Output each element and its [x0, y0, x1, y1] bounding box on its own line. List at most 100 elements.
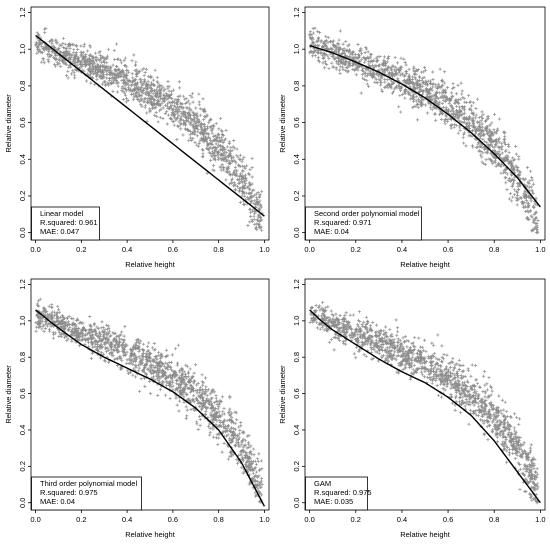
data-point	[215, 403, 219, 407]
data-point	[103, 328, 107, 332]
data-point	[258, 199, 262, 203]
data-point	[234, 161, 238, 165]
data-point	[157, 83, 161, 87]
data-point	[114, 42, 119, 46]
y-tick-label: 1.0	[18, 316, 27, 326]
data-point	[229, 149, 233, 153]
data-point	[223, 137, 228, 141]
x-tick-label: 0.4	[122, 245, 132, 254]
data-point	[205, 394, 209, 398]
data-point	[238, 153, 243, 157]
x-tick-label: 1.0	[535, 245, 545, 254]
data-point	[206, 388, 211, 392]
data-point	[530, 188, 534, 192]
data-point	[201, 148, 205, 152]
data-point	[48, 327, 52, 331]
data-point	[408, 97, 413, 101]
data-point	[529, 199, 533, 203]
y-tick-label: 0.0	[18, 498, 27, 508]
data-point	[181, 94, 186, 98]
data-point	[100, 82, 105, 86]
x-tick-label: 1.0	[259, 245, 269, 254]
data-point	[130, 72, 134, 76]
data-point	[142, 342, 146, 346]
data-point	[100, 71, 104, 75]
data-point	[173, 113, 177, 117]
data-point	[159, 103, 163, 107]
data-point	[250, 166, 254, 170]
plot-frame	[304, 278, 546, 511]
data-point	[447, 101, 451, 106]
data-point	[190, 95, 194, 99]
data-point	[395, 333, 399, 338]
data-point	[235, 418, 239, 422]
data-point	[507, 144, 511, 149]
data-point	[199, 128, 203, 132]
data-point	[514, 144, 518, 148]
data-point	[460, 89, 464, 93]
data-point	[123, 325, 127, 329]
data-point	[69, 316, 74, 320]
data-point	[121, 75, 125, 79]
data-point	[339, 65, 343, 69]
data-point	[201, 97, 205, 101]
data-point	[450, 91, 454, 95]
data-point	[414, 77, 418, 81]
data-point	[188, 102, 192, 106]
data-point	[46, 58, 50, 62]
data-point	[393, 55, 397, 60]
data-point	[36, 50, 40, 54]
data-point	[414, 72, 418, 76]
data-point	[523, 210, 528, 214]
x-tick-label: 0.6	[443, 245, 453, 254]
data-point	[484, 158, 488, 162]
data-point	[184, 101, 188, 106]
data-point	[510, 199, 514, 203]
data-point	[209, 158, 213, 163]
data-point	[443, 91, 447, 95]
data-point	[474, 106, 478, 111]
data-point	[72, 73, 76, 77]
data-point	[171, 120, 175, 124]
data-point	[160, 87, 164, 91]
data-point	[505, 188, 509, 192]
y-tick-label: 1.2	[18, 279, 27, 289]
data-point	[351, 313, 355, 317]
data-point	[507, 197, 512, 201]
data-point	[317, 43, 321, 48]
data-point	[492, 128, 496, 132]
data-point	[224, 129, 228, 133]
data-point	[170, 103, 174, 107]
data-point	[65, 73, 69, 78]
data-point	[474, 113, 478, 117]
data-point	[250, 175, 254, 179]
data-point	[157, 88, 161, 92]
data-point	[74, 43, 79, 48]
data-point	[359, 91, 363, 95]
data-point	[250, 219, 254, 224]
data-point	[205, 171, 209, 175]
data-point	[181, 119, 185, 123]
data-point	[145, 111, 149, 115]
data-point	[233, 187, 237, 192]
data-point	[88, 45, 92, 49]
data-point	[220, 395, 225, 399]
data-point	[241, 181, 245, 185]
data-point	[176, 95, 180, 99]
data-point	[184, 118, 189, 122]
data-point	[127, 70, 131, 74]
data-point	[214, 137, 219, 141]
legend-r-squared: R.squared: 0.975	[40, 488, 98, 497]
data-point	[403, 96, 407, 100]
data-point	[248, 210, 253, 215]
data-point	[169, 360, 173, 364]
data-point	[42, 329, 46, 333]
data-point	[41, 47, 46, 51]
data-point	[362, 353, 366, 357]
data-point	[189, 408, 193, 412]
data-point	[321, 61, 325, 65]
data-point	[246, 172, 251, 176]
data-point	[429, 103, 433, 107]
data-point	[234, 188, 238, 192]
